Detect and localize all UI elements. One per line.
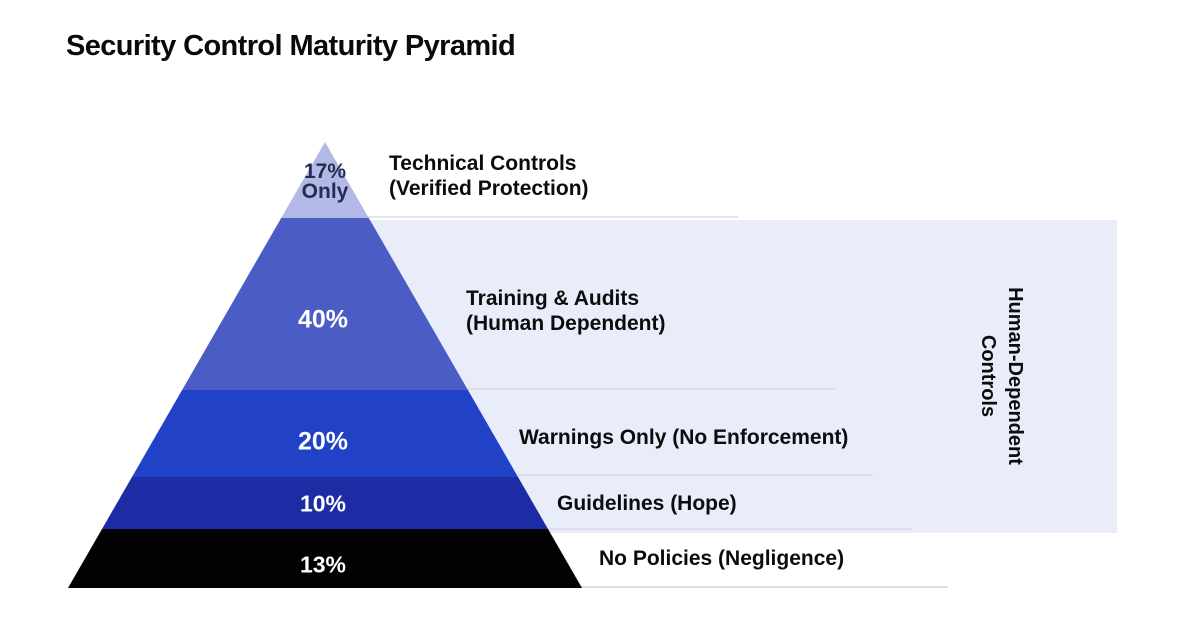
human-dependent-controls-label: Human-Dependent Controls [977, 287, 1026, 465]
separator-line-no-policies [575, 586, 948, 588]
label-technical-controls: Technical Controls (Verified Protection) [389, 152, 589, 200]
pyramid-level-warnings-only [132, 390, 518, 477]
label-no-policies: No Policies (Negligence) [599, 547, 845, 570]
separator-line-technical [368, 216, 738, 218]
separator-line-warnings [518, 474, 873, 476]
separator-line-training [467, 388, 835, 390]
pct-warnings-only: 20% [297, 427, 349, 456]
pct-guidelines: 10% [299, 490, 347, 517]
page-title: Security Control Maturity Pyramid [66, 30, 516, 62]
pyramid-level-technical-controls [281, 142, 369, 218]
separator-line-guidelines [548, 528, 912, 530]
pct-training-audits: 40% [297, 305, 349, 334]
pct-technical-controls: 17% Only [301, 160, 349, 203]
label-warnings-only: Warnings Only (No Enforcement) [519, 426, 849, 449]
label-training-audits: Training & Audits (Human Dependent) [466, 287, 666, 335]
pyramid-level-no-policies [68, 529, 582, 588]
pyramid-level-training-audits [182, 218, 468, 390]
pct-no-policies: 13% [299, 551, 347, 578]
pyramid-level-guidelines [102, 477, 548, 529]
label-guidelines: Guidelines (Hope) [557, 492, 737, 515]
